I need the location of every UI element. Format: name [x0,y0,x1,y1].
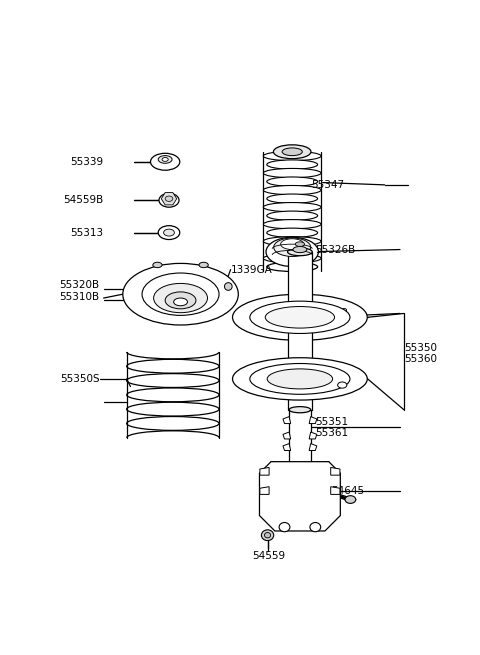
Ellipse shape [158,226,180,240]
Text: 55350: 55350 [404,343,437,353]
Ellipse shape [281,239,304,250]
Ellipse shape [267,262,318,271]
Polygon shape [260,462,340,531]
Ellipse shape [142,273,219,315]
Polygon shape [161,193,177,205]
Text: 55360: 55360 [404,354,437,364]
Ellipse shape [164,229,174,236]
Ellipse shape [267,369,333,389]
Polygon shape [283,432,291,439]
Text: 54559: 54559 [252,551,286,561]
Ellipse shape [274,238,311,257]
Text: 55347: 55347 [312,180,345,190]
Ellipse shape [264,533,271,538]
Ellipse shape [288,248,312,255]
Ellipse shape [153,262,162,268]
Ellipse shape [282,148,302,156]
Ellipse shape [266,237,318,267]
Text: 55361: 55361 [315,428,348,438]
Polygon shape [283,443,291,451]
Text: 55272: 55272 [315,309,348,318]
Ellipse shape [225,283,232,290]
Polygon shape [309,432,317,439]
Ellipse shape [174,298,188,306]
Ellipse shape [267,194,318,203]
Ellipse shape [264,202,321,212]
Ellipse shape [295,242,304,246]
Ellipse shape [289,407,311,413]
Ellipse shape [337,382,347,388]
Ellipse shape [199,262,208,268]
Text: 54559B: 54559B [63,195,104,205]
Ellipse shape [264,236,321,246]
Bar [289,409,311,464]
Text: 54645: 54645 [331,485,364,496]
Polygon shape [309,417,317,424]
Ellipse shape [310,523,321,532]
Ellipse shape [154,284,207,312]
Ellipse shape [123,263,238,325]
Ellipse shape [267,228,318,237]
Ellipse shape [264,253,321,263]
Ellipse shape [267,160,318,169]
Ellipse shape [158,156,172,163]
Ellipse shape [250,301,350,333]
Bar [288,252,312,409]
Polygon shape [283,417,291,424]
Polygon shape [260,487,269,495]
Ellipse shape [232,358,367,400]
Text: 1339GA: 1339GA [230,265,272,274]
Ellipse shape [264,185,321,195]
Ellipse shape [264,151,321,160]
Ellipse shape [274,145,311,159]
Text: 55339: 55339 [71,157,104,167]
Ellipse shape [279,523,290,532]
Ellipse shape [151,153,180,170]
Polygon shape [309,443,317,451]
Ellipse shape [250,364,350,394]
Text: 55310B: 55310B [60,292,100,302]
Text: 55320B: 55320B [60,280,100,290]
Ellipse shape [267,245,318,254]
Text: 55313: 55313 [71,227,104,238]
Polygon shape [331,487,340,495]
Ellipse shape [293,246,307,253]
Ellipse shape [165,292,196,309]
Polygon shape [331,468,340,475]
Ellipse shape [345,496,356,504]
Ellipse shape [232,294,367,341]
Text: 55351: 55351 [315,417,348,427]
Ellipse shape [165,196,173,202]
Ellipse shape [262,530,274,540]
Ellipse shape [267,177,318,186]
Ellipse shape [267,211,318,220]
Ellipse shape [265,307,335,328]
Ellipse shape [264,219,321,229]
Ellipse shape [264,168,321,178]
Ellipse shape [162,157,168,161]
Text: 55350S: 55350S [60,374,100,384]
Text: 55326B: 55326B [315,244,356,255]
Ellipse shape [159,193,179,207]
Polygon shape [260,468,269,475]
